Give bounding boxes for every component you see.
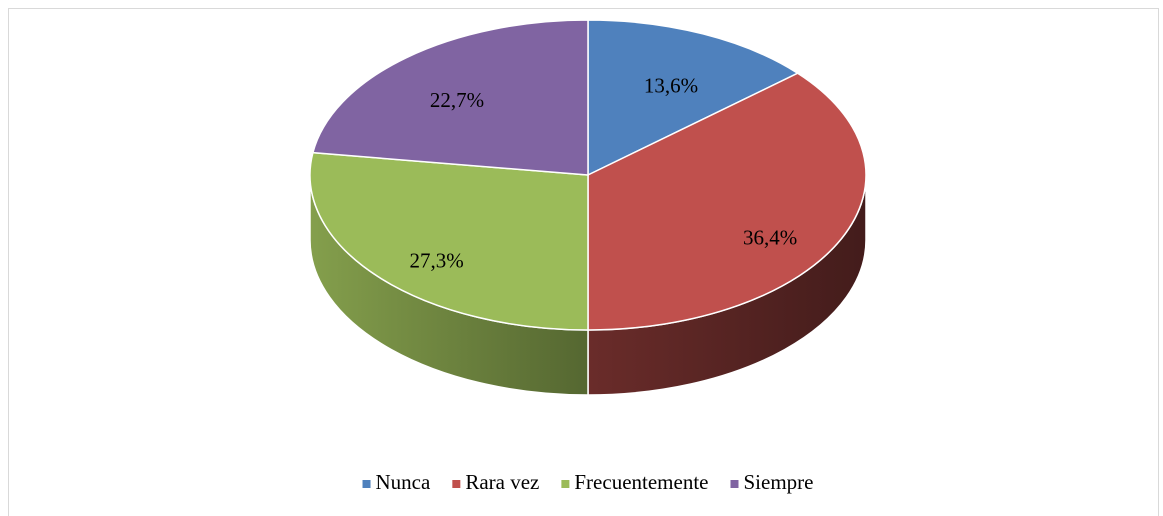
legend-label: Frecuentemente (574, 470, 708, 494)
pie-slice (309, 151, 589, 331)
data-label: 22,7% (430, 88, 484, 112)
legend-label: Nunca (376, 470, 431, 494)
legend-swatch (362, 480, 371, 488)
pie-slice (587, 19, 800, 177)
legend-swatch (452, 480, 461, 488)
data-label: 27,3% (409, 249, 463, 273)
legend-label: Siempre (743, 470, 813, 494)
pie-slice (587, 72, 867, 331)
legend-swatch (561, 480, 570, 488)
data-label: 13,6% (644, 73, 698, 97)
legend-label: Rara vez (465, 470, 539, 494)
legend-swatch (730, 480, 739, 488)
pie-slice (311, 19, 589, 176)
data-label: 36,4% (743, 226, 797, 250)
chart-border (8, 8, 1159, 516)
